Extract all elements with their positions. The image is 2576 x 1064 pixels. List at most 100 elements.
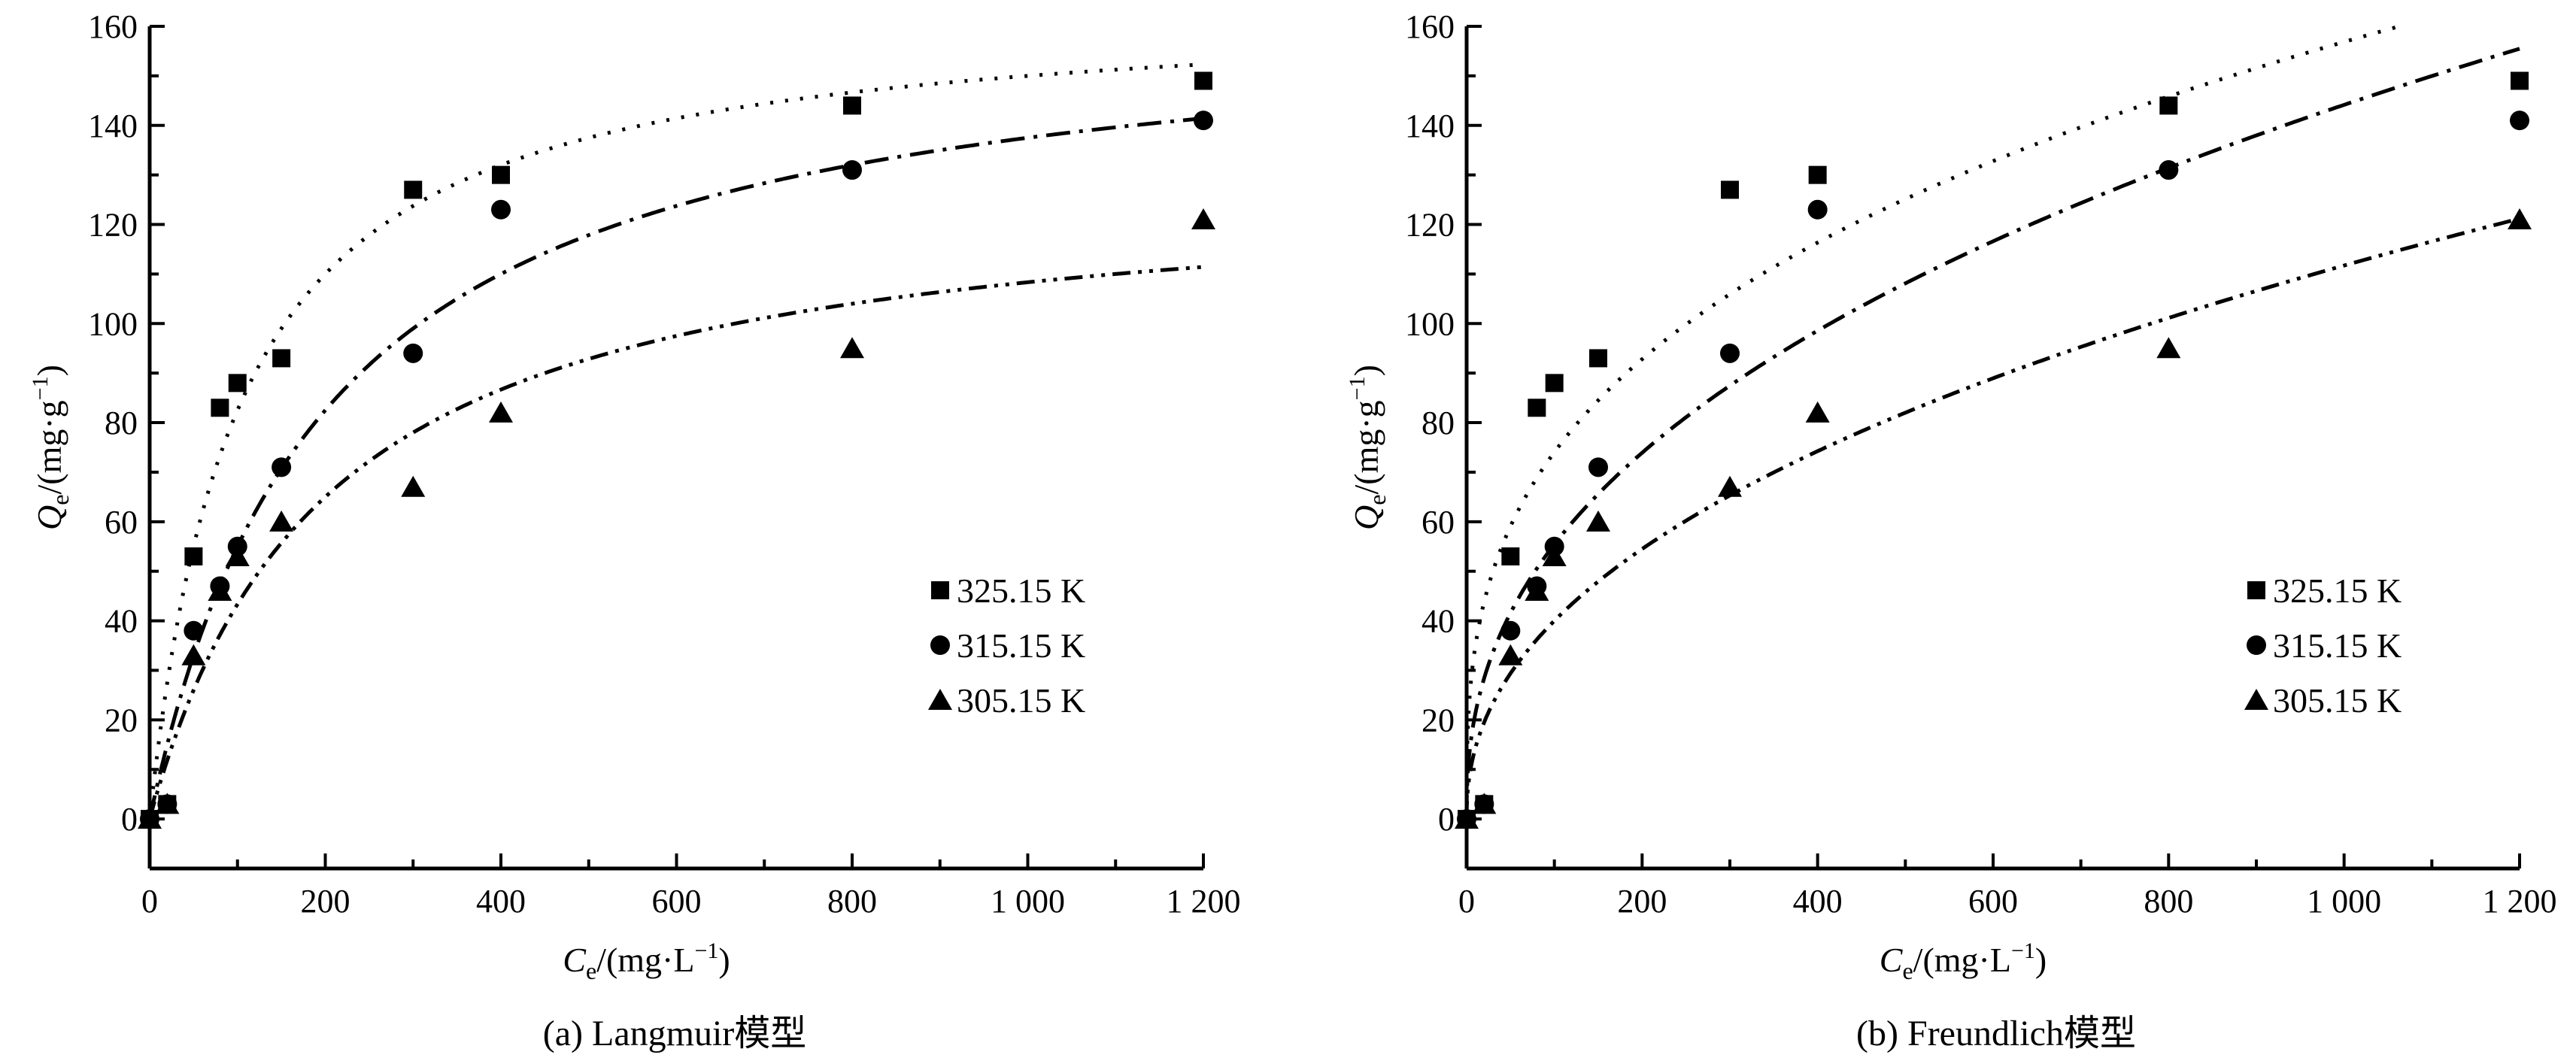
y-tick-label: 120	[88, 207, 138, 244]
y-tick-label: 140	[88, 108, 138, 144]
y-tick-label: 160	[88, 8, 138, 45]
x-axis-label: Ce/(mg·L−1)	[1880, 938, 2047, 984]
x-axis-label-close: )	[2035, 941, 2047, 979]
data-point-square	[2511, 71, 2529, 90]
legend-label: 325.15 K	[2273, 571, 2402, 610]
legend-marker-triangle	[928, 689, 952, 710]
data-point-circle	[1720, 343, 1740, 363]
data-point-square	[228, 374, 247, 393]
data-point-triangle	[1191, 208, 1215, 229]
data-point-triangle	[401, 475, 426, 497]
y-tick-label: 140	[1405, 108, 1455, 144]
data-point-triangle	[1455, 808, 1479, 829]
y-tick-label: 0	[121, 801, 138, 838]
legend-label: 325.15 K	[957, 571, 1085, 610]
data-point-triangle	[1586, 510, 1610, 532]
data-point-triangle	[269, 510, 294, 532]
legend-marker-square	[2247, 581, 2265, 599]
data-point-triangle	[1542, 544, 1567, 566]
y-tick-label: 100	[88, 305, 138, 342]
chart-freundlich: 0 20 40 60 80 100 120 140 160 0 200 400 600 800 1 000 1…	[1345, 8, 2557, 1053]
data-point-triangle	[1718, 475, 1742, 497]
y-axis-label: Qe/(mg·g−1)	[1345, 365, 1391, 530]
data-point-square	[211, 399, 229, 417]
data-point-square	[1808, 165, 1827, 184]
y-tick-label: 120	[1405, 207, 1455, 244]
x-tick-label: 200	[301, 883, 350, 920]
fit-curve-dotted	[147, 62, 1204, 820]
data-point-square	[184, 547, 203, 565]
data-point-circle	[272, 457, 292, 477]
x-axis-label-unit: /(mg·L	[1913, 941, 2011, 979]
legend-label: 305.15 K	[957, 681, 1085, 720]
data-point-triangle	[1525, 580, 1549, 602]
data-point-triangle	[138, 808, 162, 829]
fit-curve-dash-dot-dot	[147, 265, 1204, 820]
data-point-square	[1528, 399, 1546, 417]
y-axis-label-var: Q	[30, 505, 68, 530]
y-axis-label-close: )	[30, 365, 68, 376]
data-point-square	[492, 165, 510, 184]
y-axis-label-var: Q	[1347, 505, 1385, 530]
fit-curve-dash-dot	[1464, 47, 2520, 820]
y-tick-label: 0	[1438, 801, 1455, 838]
legend-label: 305.15 K	[2273, 681, 2402, 720]
x-tick-label: 0	[1458, 883, 1475, 920]
fit-curve-dash-dot	[147, 116, 1204, 820]
data-point-circle	[491, 199, 511, 220]
data-point-triangle	[155, 793, 180, 814]
legend-label: 315.15 K	[2273, 626, 2402, 665]
x-axis-label-sup: −1	[694, 938, 718, 963]
data-point-circle	[842, 160, 862, 180]
data-point-triangle	[2156, 337, 2181, 359]
legend-marker-square	[931, 581, 949, 599]
data-point-triangle	[181, 644, 206, 665]
series-31515	[140, 111, 1213, 829]
y-tick-label: 100	[1405, 305, 1455, 342]
data-point-circle	[2159, 160, 2179, 180]
series-30515	[138, 208, 1215, 829]
legend-marker-triangle	[2244, 689, 2268, 710]
data-point-triangle	[840, 337, 864, 359]
x-axis-label-unit: /(mg·L	[596, 941, 694, 979]
x-axis-label-sub: e	[586, 957, 596, 984]
y-axis-label-unit: /(mg·g	[30, 400, 68, 494]
data-point-square	[843, 96, 861, 115]
y-tick-label: 40	[105, 603, 138, 640]
y-tick-label: 20	[105, 702, 138, 738]
legend-marker-circle	[930, 635, 950, 655]
data-point-circle	[403, 343, 423, 363]
data-point-triangle	[489, 401, 513, 423]
figure-caption: (a) Langmuir模型	[543, 1014, 807, 1053]
data-point-triangle	[1472, 793, 1497, 814]
data-point-square	[1589, 349, 1607, 368]
data-point-circle	[1588, 457, 1608, 477]
y-tick-label: 80	[1422, 405, 1455, 441]
y-axis-label-sub: e	[1364, 495, 1391, 505]
data-point-circle	[1807, 199, 1828, 220]
y-tick-label: 20	[1422, 702, 1455, 738]
data-point-square	[1721, 180, 1739, 199]
y-axis-label-sup: −1	[28, 376, 53, 400]
fit-curve-dash-dot-dot	[1464, 217, 2520, 820]
data-point-triangle	[1498, 644, 1523, 665]
x-tick-label: 1 200	[1167, 883, 1241, 920]
data-point-triangle	[225, 544, 250, 566]
chart-langmuir: 0 20 40 60 80 100 120 140 160 0 200 400 600 800 1 000 1…	[28, 8, 1241, 1053]
data-point-triangle	[1805, 401, 1830, 423]
y-axis-label-close: )	[1347, 365, 1385, 376]
x-tick-label: 400	[476, 883, 526, 920]
x-tick-label: 1 000	[991, 883, 1065, 920]
x-tick-label: 400	[1793, 883, 1843, 920]
x-tick-label: 1 000	[2307, 883, 2381, 920]
x-axis-label-var: C	[563, 941, 587, 979]
data-point-square	[2159, 96, 2178, 115]
y-axis-label-sup: −1	[1345, 376, 1370, 400]
x-tick-label: 800	[827, 883, 877, 920]
x-axis-label-var: C	[1880, 941, 1904, 979]
y-axis-label: Qe/(mg·g−1)	[28, 365, 74, 530]
data-point-square	[1545, 374, 1564, 393]
data-point-circle	[1500, 620, 1521, 641]
data-point-circle	[184, 620, 204, 641]
